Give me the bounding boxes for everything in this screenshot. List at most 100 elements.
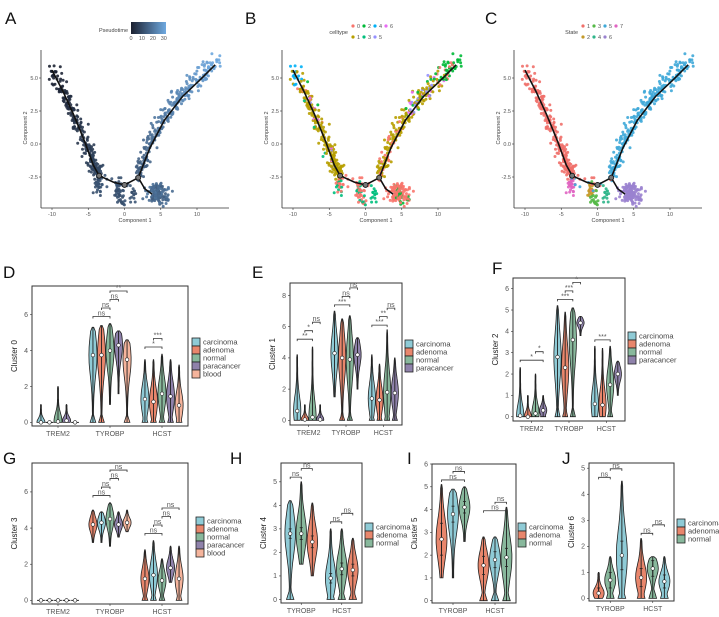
cell-point bbox=[635, 188, 639, 192]
y-tick-label: 2 bbox=[273, 550, 277, 557]
cell-point bbox=[325, 152, 328, 155]
cell-point bbox=[333, 171, 337, 175]
legend-label: 6 bbox=[609, 35, 612, 41]
cell-point bbox=[389, 185, 393, 189]
y-tick-label: 0 bbox=[581, 596, 585, 603]
legend-swatch bbox=[373, 35, 377, 39]
cell-point bbox=[153, 116, 157, 119]
median-marker bbox=[541, 408, 546, 413]
cell-point bbox=[623, 133, 627, 137]
cell-point bbox=[690, 58, 694, 62]
cell-point bbox=[659, 94, 663, 98]
cell-point bbox=[93, 185, 97, 189]
y-tick-label: -2.5 bbox=[270, 175, 279, 181]
y-tick-label: 2 bbox=[581, 544, 585, 551]
cell-point bbox=[96, 162, 100, 166]
significance-label: *** bbox=[338, 299, 346, 306]
cell-point bbox=[630, 120, 634, 124]
y-tick-label: 4 bbox=[24, 348, 28, 355]
cell-point bbox=[96, 188, 99, 192]
cell-point bbox=[218, 64, 222, 68]
cell-point bbox=[153, 128, 157, 132]
median-marker bbox=[563, 365, 568, 370]
cell-point bbox=[379, 160, 383, 164]
cell-point bbox=[82, 143, 86, 147]
significance-label: ns bbox=[111, 473, 119, 480]
cell-point bbox=[212, 67, 216, 71]
significance-label: ns bbox=[303, 463, 311, 470]
gene-group-TREM2: TREM2 bbox=[36, 386, 79, 438]
cell-point bbox=[360, 176, 364, 180]
cell-point bbox=[291, 74, 295, 78]
median-marker bbox=[55, 419, 61, 424]
cell-point bbox=[372, 187, 376, 191]
cell-point bbox=[539, 112, 543, 115]
cell-point bbox=[376, 169, 380, 173]
cell-point bbox=[571, 194, 575, 197]
cell-point bbox=[636, 113, 640, 117]
significance-label: ns bbox=[350, 282, 358, 289]
y-tick-label: 4 bbox=[581, 492, 585, 499]
y-tick-label: 6 bbox=[505, 286, 509, 293]
cell-point bbox=[60, 71, 64, 75]
cell-point bbox=[406, 118, 410, 122]
cell-point bbox=[189, 83, 193, 87]
cell-point bbox=[632, 114, 636, 118]
cell-point bbox=[630, 192, 633, 196]
cell-point bbox=[619, 192, 622, 196]
cell-point bbox=[421, 102, 424, 106]
cell-point bbox=[116, 200, 119, 204]
significance-bracket bbox=[349, 287, 358, 290]
cell-point bbox=[661, 75, 665, 79]
median-marker bbox=[142, 396, 148, 402]
cell-point bbox=[634, 204, 638, 208]
cell-point bbox=[193, 72, 197, 76]
cell-point bbox=[459, 64, 463, 68]
legend-swatch bbox=[603, 35, 607, 39]
cell-point bbox=[382, 197, 386, 201]
median-marker bbox=[124, 520, 130, 525]
cell-point bbox=[203, 78, 207, 82]
cell-point bbox=[602, 200, 606, 204]
cell-point bbox=[398, 120, 402, 124]
cell-point bbox=[392, 187, 396, 190]
y-tick-label: 0.0 bbox=[503, 142, 511, 148]
cell-point bbox=[428, 97, 432, 101]
significance-bracket bbox=[341, 512, 354, 516]
cell-point bbox=[624, 187, 628, 190]
y-tick-label: 2.5 bbox=[30, 109, 38, 115]
y-tick-label: 0.0 bbox=[30, 142, 38, 148]
cell-point bbox=[566, 185, 570, 189]
median-marker bbox=[107, 516, 113, 522]
cell-point bbox=[98, 164, 102, 168]
significance-bracket bbox=[300, 468, 313, 471]
cell-point bbox=[399, 201, 403, 205]
cell-point bbox=[334, 185, 338, 189]
cell-point bbox=[301, 71, 305, 75]
x-tick-label: TYROBP bbox=[439, 608, 468, 615]
cell-point bbox=[419, 90, 423, 94]
y-tick-label: 5 bbox=[581, 466, 585, 473]
cell-point bbox=[555, 143, 559, 147]
significance-label: * bbox=[152, 341, 155, 348]
y-tick-label: 5.0 bbox=[503, 76, 511, 82]
cell-point bbox=[89, 170, 93, 174]
legend-label: paracancer bbox=[203, 362, 241, 371]
cell-point bbox=[130, 190, 134, 194]
cell-point bbox=[332, 151, 336, 155]
significance-label: *** bbox=[375, 319, 383, 326]
cell-point bbox=[623, 197, 627, 201]
cell-point bbox=[178, 90, 182, 94]
median-marker bbox=[369, 396, 374, 401]
median-marker bbox=[385, 390, 390, 395]
cell-point bbox=[389, 160, 393, 164]
y-axis-label: Cluster 6 bbox=[567, 515, 576, 548]
significance-label: ns bbox=[115, 464, 123, 471]
cell-point bbox=[129, 200, 133, 204]
cell-point bbox=[416, 90, 420, 94]
cell-point bbox=[326, 138, 330, 142]
legend-swatch-adenoma bbox=[404, 347, 414, 357]
